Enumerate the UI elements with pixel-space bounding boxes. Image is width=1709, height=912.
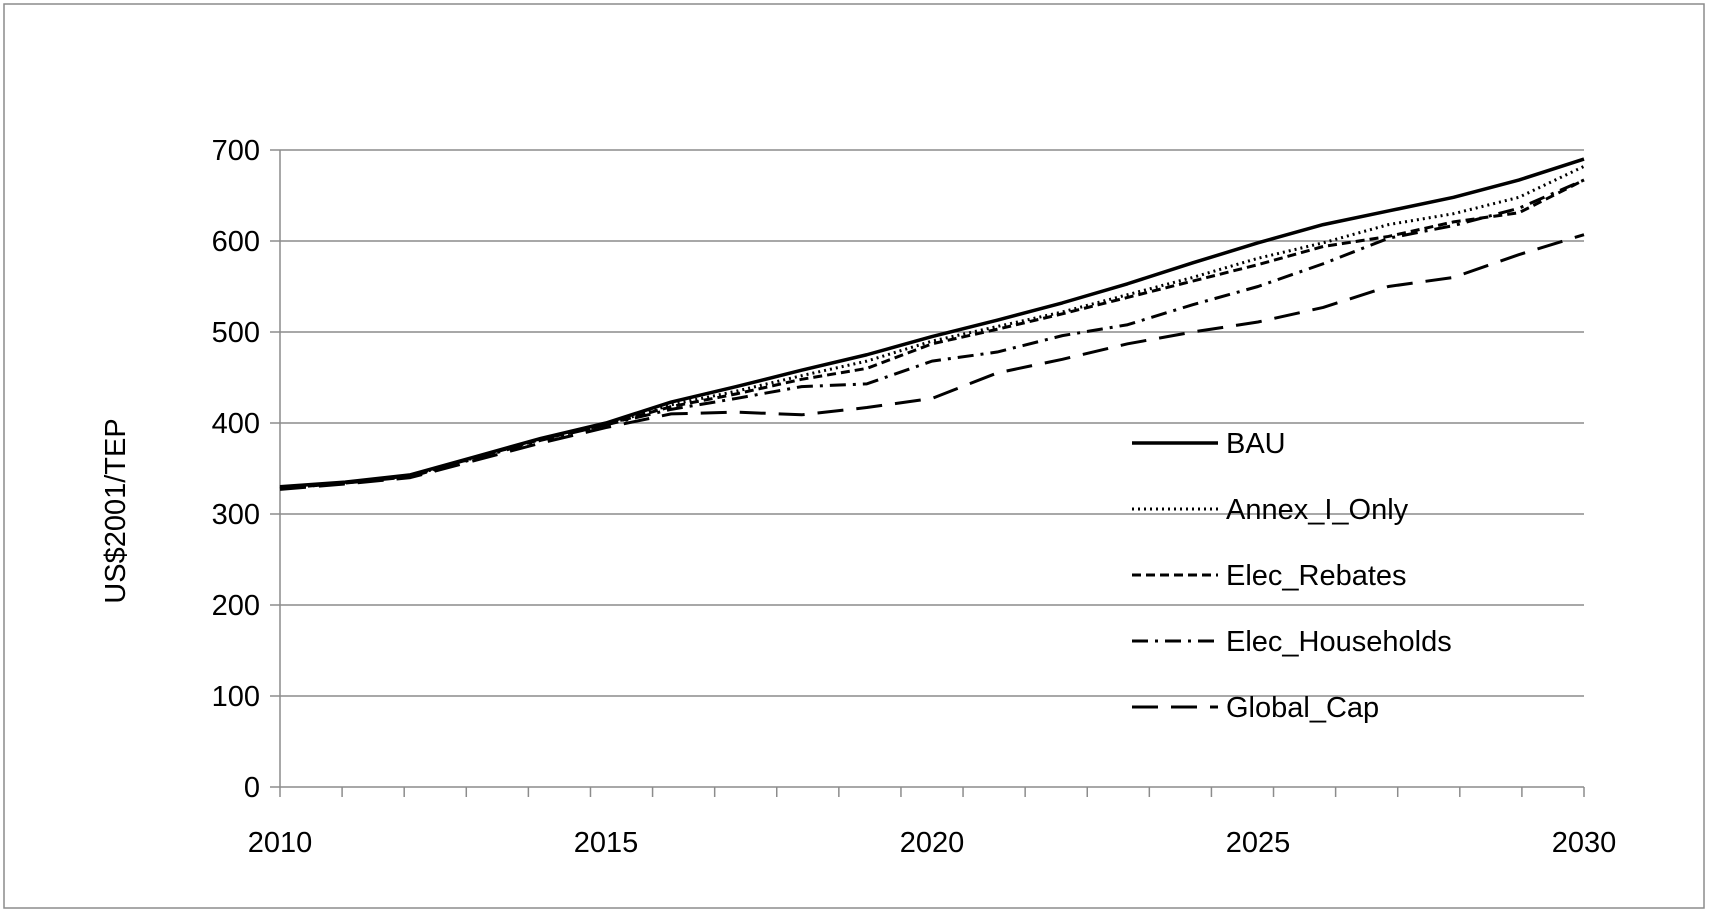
legend: BAU Annex_I_Only Elec_Rebates Elec_Househol… [1132,428,1452,724]
y-tick-label: 700 [212,135,260,167]
y-axis-label: US$2001/TEP [100,418,132,603]
y-tick-label: 100 [212,681,260,713]
y-tick-label: 200 [212,590,260,622]
y-tick-label: 300 [212,499,260,531]
x-tick-label: 2030 [1552,827,1617,859]
series-line-Elec_Households [279,178,1585,491]
y-tick-label: 400 [212,408,260,440]
y-tick-label: 500 [212,317,260,349]
legend-label-Annex_I_Only: Annex_I_Only [1226,494,1409,526]
chart-border [3,3,1705,909]
legend-label-Elec_Rebates: Elec_Rebates [1226,560,1407,592]
grid-lines [280,149,1584,697]
axes: 0 100 200 300 400 500 600 700 2010 2015 2020 2025 20… [212,135,1617,859]
legend-label-BAU: BAU [1226,428,1286,460]
y-tick-label: 0 [244,772,260,804]
y-tick-label: 600 [212,226,260,258]
series-lines [279,157,1585,491]
x-tick-label: 2010 [248,827,313,859]
x-tick-label: 2025 [1226,827,1291,859]
legend-label-Elec_Households: Elec_Households [1226,626,1452,658]
x-tick-label: 2015 [574,827,639,859]
x-tick-label: 2020 [900,827,965,859]
series-line-Global_Cap [279,233,1585,491]
series-line-BAU [279,157,1585,489]
legend-label-Global_Cap: Global_Cap [1226,692,1379,724]
